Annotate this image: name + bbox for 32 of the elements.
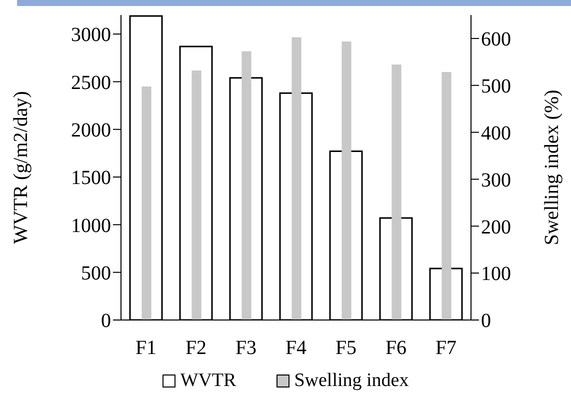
bar [442,72,452,320]
y-tick-label: 0 [101,310,111,332]
x-tick-label: F3 [235,337,257,360]
y2-tick-label: 200 [481,216,511,238]
x-tick-label: F1 [135,337,157,360]
y-axis-title: WVTR (g/m2/day) [10,91,32,244]
x-tick-label: F2 [185,337,207,360]
y2-tick-label: 400 [481,122,511,144]
x-tick-label: F7 [435,337,457,360]
y2-axis-title: Swelling index (%) [541,90,564,246]
y-tick-label: 1500 [71,167,111,190]
y-tick-label: 2000 [71,119,111,142]
y-tick-label: 2500 [71,72,111,94]
y2-tick-label: 0 [481,310,491,332]
y2-tick-label: 600 [481,28,511,51]
bar [292,37,302,320]
x-tick-label: F5 [335,337,357,360]
bar [192,70,202,320]
x-tick-label: F6 [385,337,407,360]
bar [242,51,252,320]
y-tick-label: 1000 [71,214,111,237]
y-tick-label: 500 [81,262,111,284]
bar [342,41,352,320]
legend-label: Swelling index [293,370,409,392]
y-tick-label: 3000 [71,24,111,46]
legend-label: WVTR [179,370,236,392]
bar [142,86,152,320]
x-tick-label: F4 [285,337,307,360]
y2-tick-label: 300 [481,169,511,192]
bar [392,64,402,320]
y2-tick-label: 100 [481,263,511,286]
y2-tick-label: 500 [481,75,511,98]
